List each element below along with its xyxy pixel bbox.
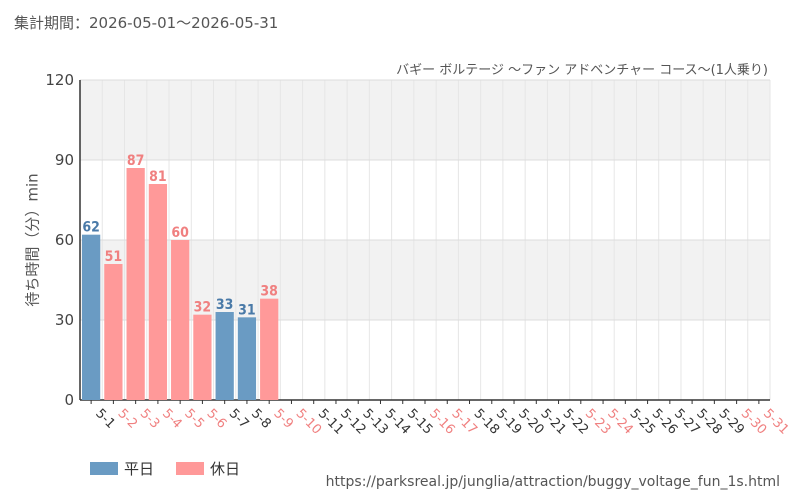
bar-5-1 (82, 234, 101, 400)
bar-5-7 (215, 312, 234, 400)
data-label-5-8: 31 (238, 302, 256, 318)
bar-5-9 (260, 298, 279, 400)
y-tick-label: 30 (55, 311, 74, 329)
data-label-5-1: 62 (82, 220, 100, 236)
data-label-5-7: 33 (216, 297, 234, 313)
bar-5-5 (171, 240, 190, 400)
x-tick-label-5-3: 5-3 (137, 406, 163, 432)
legend-weekday[interactable]: 平日 (90, 458, 154, 479)
weekday-swatch (90, 462, 118, 475)
legend-holiday[interactable]: 休日 (176, 458, 240, 479)
x-tick-label-5-1: 5-1 (92, 406, 118, 432)
y-tick-label: 60 (55, 231, 74, 249)
data-label-5-3: 87 (127, 153, 145, 169)
grid-band (80, 80, 770, 160)
data-label-5-5: 60 (171, 225, 189, 241)
bar-5-6 (193, 314, 212, 400)
x-tick-label-5-9: 5-9 (270, 406, 296, 432)
x-tick-label-5-8: 5-8 (248, 406, 274, 432)
y-tick-label: 0 (64, 391, 74, 409)
x-tick-label-5-2: 5-2 (115, 406, 141, 432)
bar-5-4 (148, 184, 168, 400)
y-tick-label: 120 (45, 71, 74, 89)
source-url: https://parksreal.jp/junglia/attraction/… (325, 474, 780, 490)
data-label-5-9: 38 (260, 284, 278, 300)
data-label-5-2: 51 (105, 249, 123, 265)
holiday-swatch (176, 462, 205, 475)
legend-weekday-label: 平日 (124, 460, 155, 478)
bar-5-3 (126, 168, 145, 400)
x-tick-label-5-4: 5-4 (159, 406, 185, 432)
chart-legend: 平日 休日 (90, 458, 240, 479)
x-tick-label-5-5: 5-5 (181, 406, 207, 432)
x-tick-label-5-7: 5-7 (226, 406, 252, 432)
x-tick-label-5-6: 5-6 (204, 406, 230, 432)
bar-5-8 (237, 317, 257, 400)
bar-5-2 (104, 264, 123, 400)
data-label-5-4: 81 (149, 169, 167, 185)
collection-period: 集計期間：2026-05-01～2026-05-31 (14, 14, 279, 32)
legend-holiday-label: 休日 (210, 460, 241, 478)
grid-band (80, 240, 770, 320)
data-label-5-6: 32 (194, 300, 212, 316)
y-tick-label: 90 (55, 151, 74, 169)
attraction-title: バギー ボルテージ ～ファン アドベンチャー コース～(1人乗り) (396, 63, 768, 78)
